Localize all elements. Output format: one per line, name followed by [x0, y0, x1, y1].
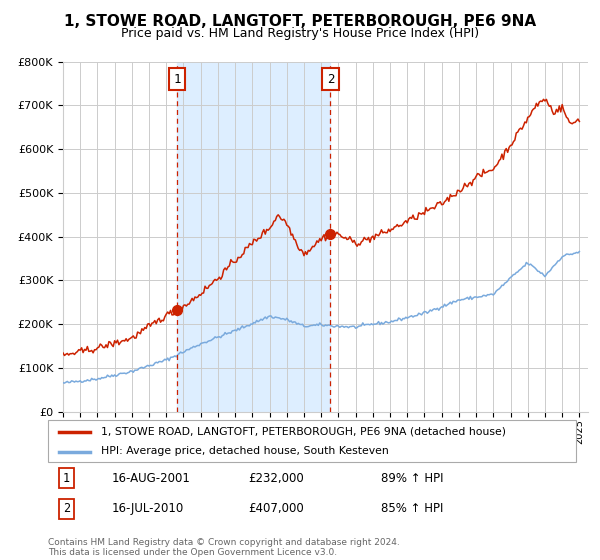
FancyBboxPatch shape [48, 420, 576, 462]
Text: 16-JUL-2010: 16-JUL-2010 [112, 502, 184, 515]
Text: 85% ↑ HPI: 85% ↑ HPI [380, 502, 443, 515]
Bar [177, 62, 331, 412]
Text: 1, STOWE ROAD, LANGTOFT, PETERBOROUGH, PE6 9NA: 1, STOWE ROAD, LANGTOFT, PETERBOROUGH, P… [64, 14, 536, 29]
Text: 2: 2 [63, 502, 70, 515]
Text: HPI: Average price, detached house, South Kesteven: HPI: Average price, detached house, Sout… [101, 446, 389, 456]
Text: 1, STOWE ROAD, LANGTOFT, PETERBOROUGH, PE6 9NA (detached house): 1, STOWE ROAD, LANGTOFT, PETERBOROUGH, P… [101, 427, 506, 437]
Text: 16-AUG-2001: 16-AUG-2001 [112, 472, 190, 485]
Text: 1: 1 [63, 472, 70, 485]
Text: 2: 2 [327, 73, 334, 86]
Text: Contains HM Land Registry data © Crown copyright and database right 2024.
This d: Contains HM Land Registry data © Crown c… [48, 538, 400, 557]
Text: 89% ↑ HPI: 89% ↑ HPI [380, 472, 443, 485]
Text: £232,000: £232,000 [248, 472, 304, 485]
Text: 1: 1 [173, 73, 181, 86]
Text: Price paid vs. HM Land Registry's House Price Index (HPI): Price paid vs. HM Land Registry's House … [121, 27, 479, 40]
Text: £407,000: £407,000 [248, 502, 304, 515]
